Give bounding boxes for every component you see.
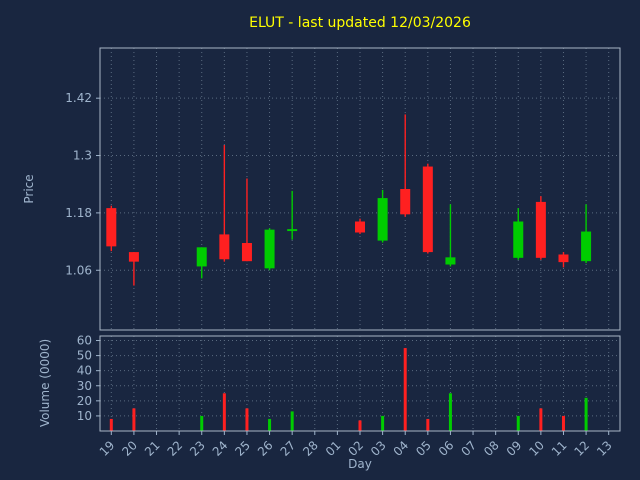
x-tick-label: 28 xyxy=(300,438,321,459)
price-tick-label: 1.3 xyxy=(73,149,92,163)
x-tick-label: 21 xyxy=(142,438,163,459)
x-tick-label: 02 xyxy=(345,438,366,459)
candle-body xyxy=(355,221,365,233)
x-tick-label: 10 xyxy=(526,438,547,459)
grid-lines xyxy=(100,48,620,431)
volume-bar xyxy=(358,420,362,431)
volume-tick-label: 10 xyxy=(77,409,92,423)
volume-tick-label: 20 xyxy=(77,394,92,408)
volume-tick-label: 30 xyxy=(77,379,92,393)
volume-bar xyxy=(268,418,272,431)
volume-tick-label: 50 xyxy=(77,349,92,363)
x-axis-label: Day xyxy=(348,457,372,471)
candle-body xyxy=(513,221,524,258)
panel-borders xyxy=(99,47,621,432)
candlesticks xyxy=(106,114,592,286)
x-tick-label: 03 xyxy=(368,438,389,459)
volume-bar xyxy=(539,408,543,431)
x-tick-label: 04 xyxy=(391,438,412,459)
candle-body xyxy=(128,252,139,262)
candle-body xyxy=(287,229,298,232)
volume-bar xyxy=(381,415,385,431)
volume-bar xyxy=(584,397,588,431)
x-tick-label: 12 xyxy=(572,438,593,459)
x-tick-label: 25 xyxy=(232,438,253,459)
candle-body xyxy=(196,247,207,267)
price-tick-label: 1.18 xyxy=(65,206,92,220)
volume-bar xyxy=(516,415,520,431)
x-tick-label: 07 xyxy=(458,438,479,459)
x-tick-label: 27 xyxy=(278,438,299,459)
chart-title: ELUT - last updated 12/03/2026 xyxy=(249,15,471,31)
candle-body xyxy=(400,189,411,215)
volume-bar xyxy=(403,348,407,431)
x-tick-label: 26 xyxy=(255,438,276,459)
volume-bar xyxy=(109,418,113,431)
volume-bar xyxy=(222,393,226,431)
candle-body xyxy=(377,198,388,241)
price-tick-label: 1.42 xyxy=(65,91,92,105)
volume-bar xyxy=(561,415,565,431)
volume-bar xyxy=(200,415,204,431)
candle-body xyxy=(558,254,569,263)
candle-body xyxy=(106,208,117,247)
x-tick-label: 06 xyxy=(436,438,457,459)
candle-body xyxy=(581,231,592,262)
volume-bars xyxy=(109,348,588,431)
volume-bar xyxy=(290,411,294,431)
candle-body xyxy=(264,229,275,269)
price-tick-label: 1.06 xyxy=(65,263,92,277)
candle-body xyxy=(535,201,546,258)
volume-bar xyxy=(448,393,452,431)
x-tick-label: 09 xyxy=(504,438,525,459)
x-tick-label: 01 xyxy=(323,438,344,459)
volume-axis-label: Volume (0000) xyxy=(38,339,52,427)
x-tick-label: 20 xyxy=(119,438,140,459)
candle-body xyxy=(241,243,252,262)
candle-body xyxy=(219,234,230,260)
price-axis-label: Price xyxy=(22,174,36,203)
x-tick-label: 24 xyxy=(210,438,231,459)
candle-body xyxy=(445,257,456,265)
x-tick-label: 23 xyxy=(187,438,208,459)
x-tick-label: 08 xyxy=(481,438,502,459)
volume-bar xyxy=(245,408,249,431)
x-tick-label: 19 xyxy=(97,438,118,459)
volume-tick-label: 60 xyxy=(77,334,92,348)
x-tick-label: 11 xyxy=(549,438,570,459)
candle-body xyxy=(422,166,433,253)
volume-bar xyxy=(132,408,136,431)
x-tick-label: 13 xyxy=(594,438,615,459)
volume-tick-label: 40 xyxy=(77,364,92,378)
volume-bar xyxy=(426,418,430,431)
x-tick-label: 05 xyxy=(413,438,434,459)
x-tick-label: 22 xyxy=(165,438,186,459)
